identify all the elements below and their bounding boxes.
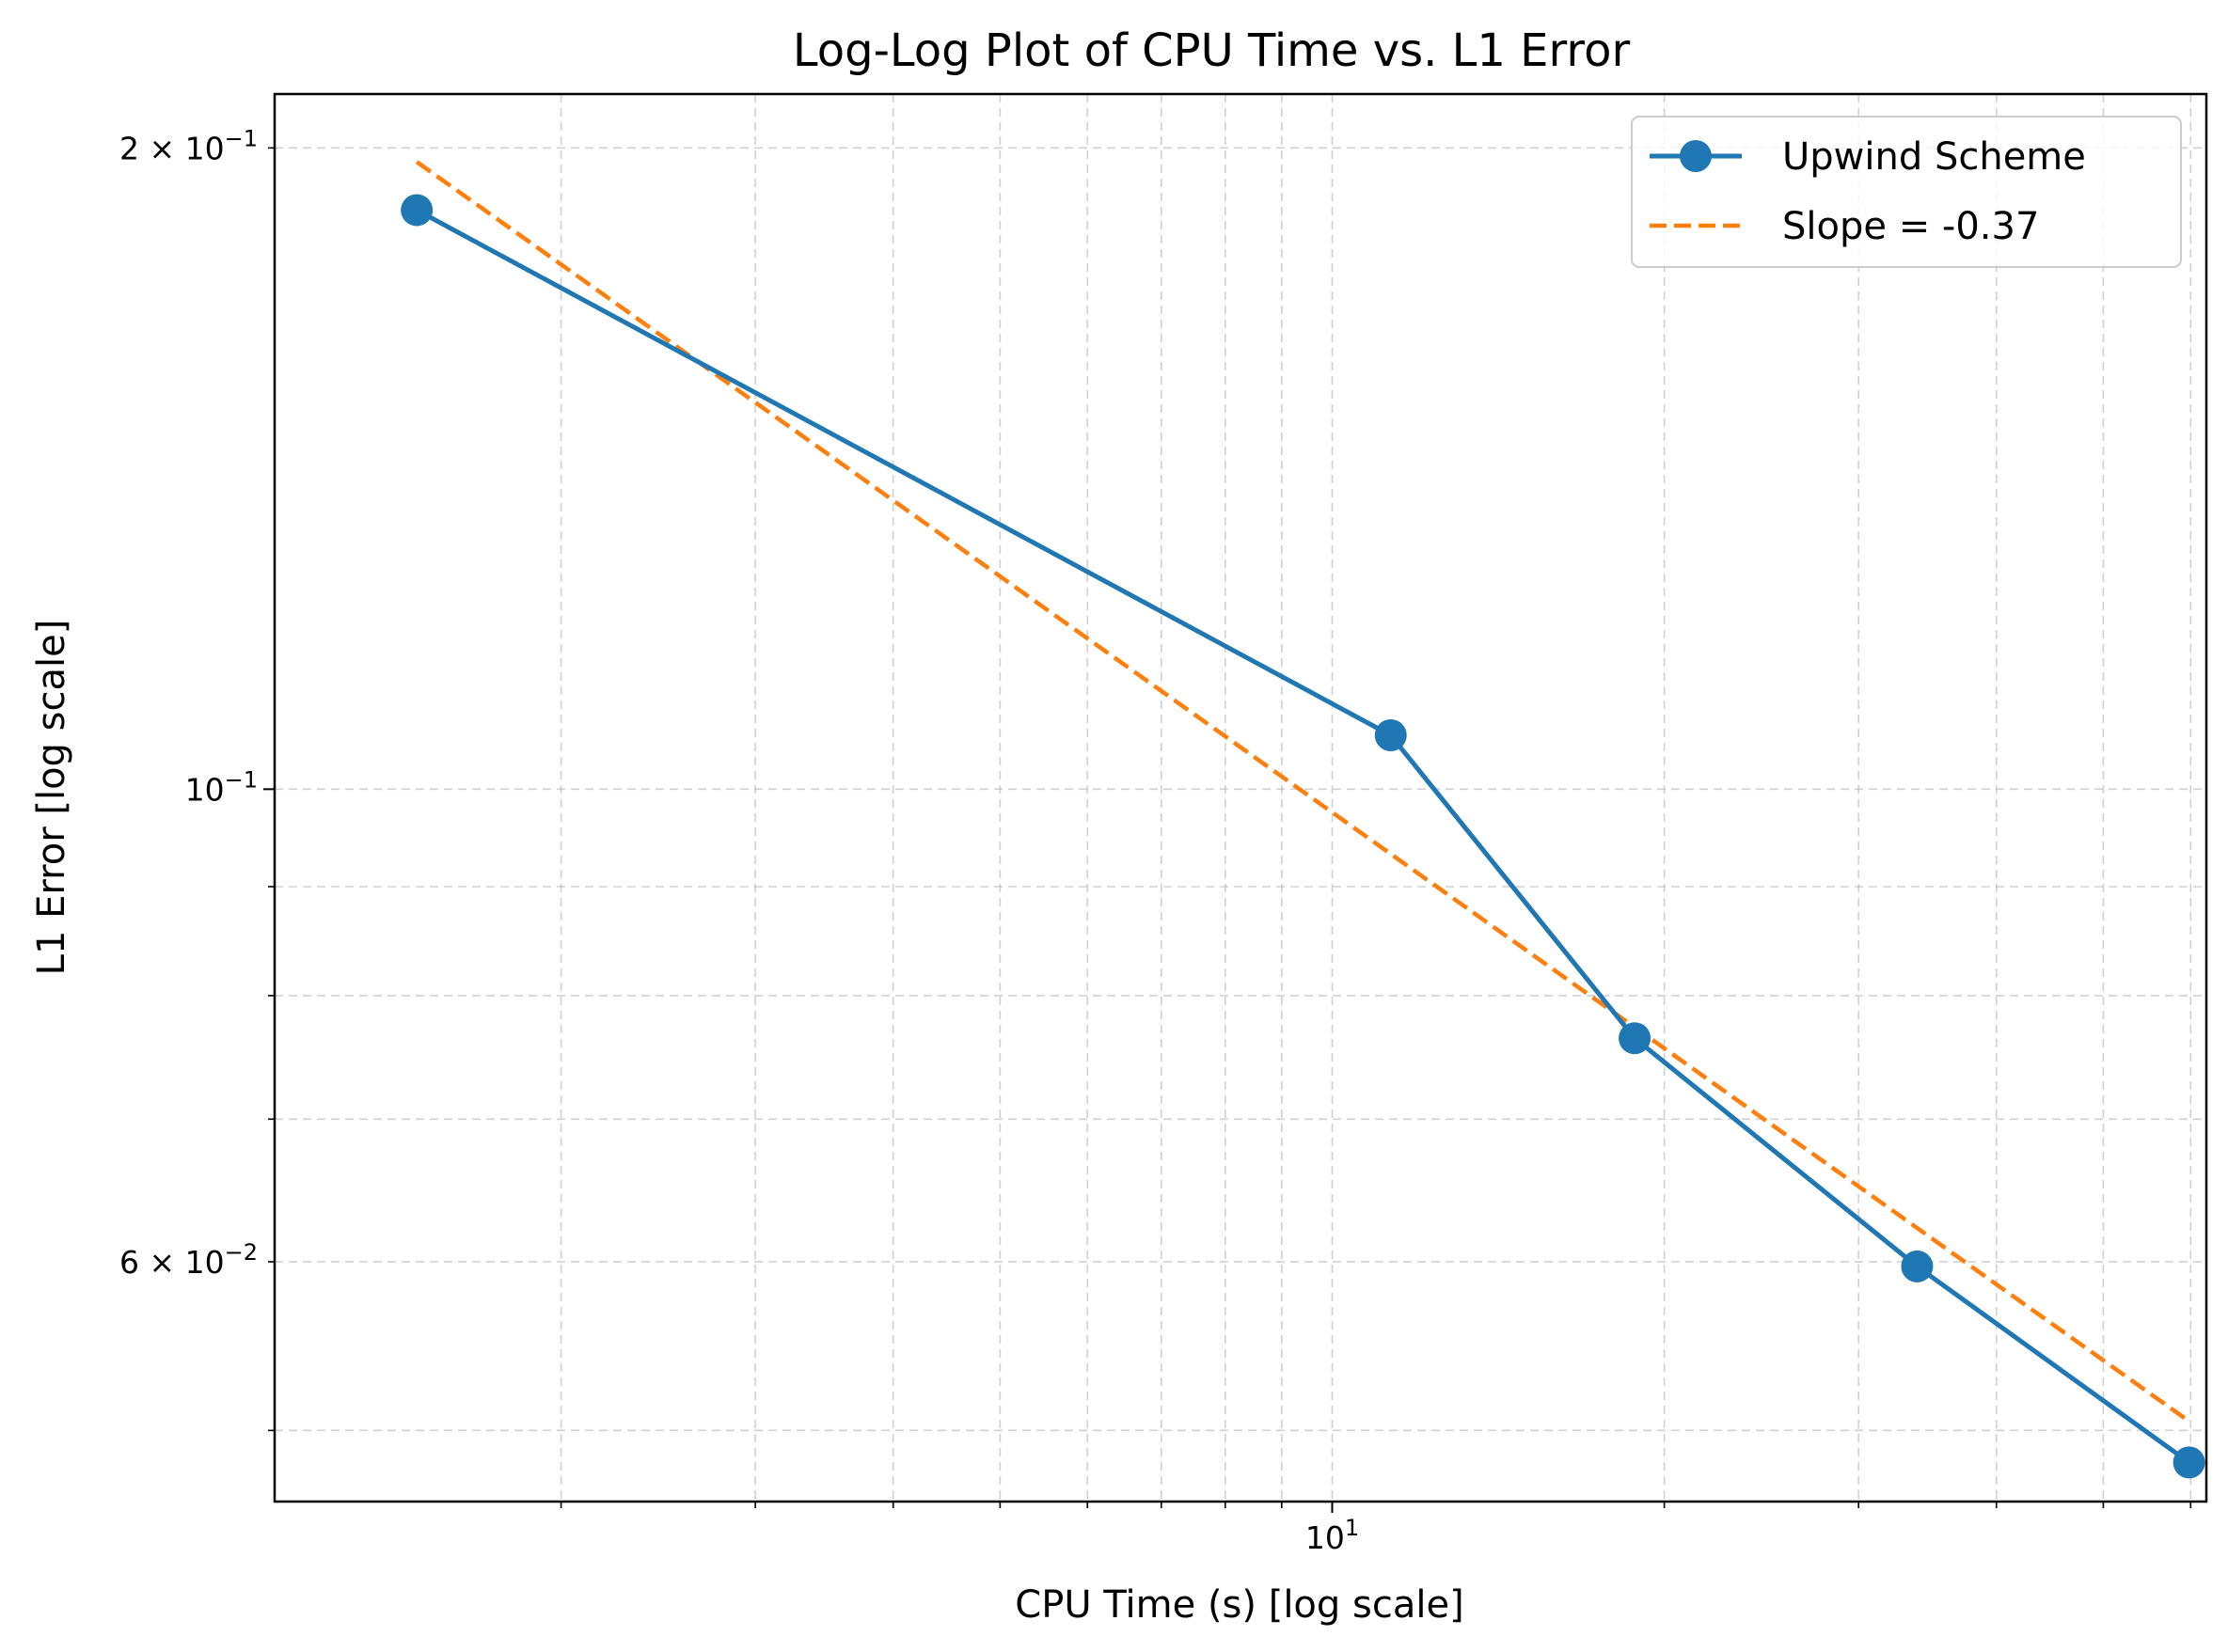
- y-tick-label: 10−1: [185, 766, 258, 808]
- y-axis-label: L1 Error [log scale]: [30, 620, 73, 976]
- grid: [275, 94, 2206, 1502]
- legend-marker-upwind: [1680, 140, 1712, 172]
- fit-line: [415, 160, 2190, 1424]
- upwind-point: [1619, 1022, 1651, 1055]
- upwind-point: [2173, 1446, 2205, 1479]
- legend-box: [1631, 116, 2182, 268]
- legend-label-slope: Slope = -0.37: [1782, 205, 2039, 248]
- upwind-point: [1901, 1250, 1934, 1282]
- x-tick-label: 101: [1305, 1515, 1359, 1556]
- chart-title: Log-Log Plot of CPU Time vs. L1 Error: [793, 24, 1631, 77]
- x-axis-label: CPU Time (s) [log scale]: [1015, 1583, 1463, 1627]
- upwind-point: [401, 194, 434, 227]
- y-tick-label: 2 × 10−1: [119, 125, 258, 166]
- legend-label-upwind: Upwind Scheme: [1782, 135, 2086, 179]
- y-tick-label: 6 × 10−2: [119, 1239, 258, 1281]
- series-layer: [401, 160, 2205, 1479]
- upwind-point: [1374, 719, 1407, 752]
- plot-frame: [273, 92, 2208, 1503]
- legend: Upwind Scheme Slope = -0.37: [1631, 116, 2182, 268]
- axis-ticks: 101 2 × 10−1 10−1 6 × 10−2: [119, 125, 2192, 1556]
